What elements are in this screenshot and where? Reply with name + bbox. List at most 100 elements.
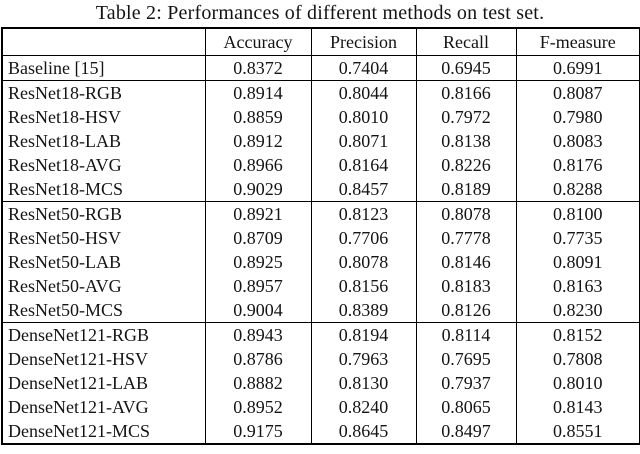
- recall-cell: 0.7695: [415, 347, 516, 371]
- recall-cell: 0.8065: [415, 395, 516, 419]
- f-measure-cell: 0.8551: [515, 419, 640, 444]
- method-cell: ResNet50-MCS: [8, 299, 124, 320]
- recall-cell: 0.8126: [415, 298, 516, 323]
- f-measure-cell: 0.7735: [515, 226, 640, 250]
- table-row: ResNet50-LAB 0.8925 0.8078 0.8146 0.8091: [2, 250, 640, 274]
- table-row: ResNet18-HSV 0.8859 0.8010 0.7972 0.7980: [2, 105, 640, 129]
- table-row: ResNet50-AVG 0.8957 0.8156 0.8183 0.8163: [2, 274, 640, 298]
- table-header-row: Accuracy Precision Recall F-measure: [2, 28, 640, 56]
- precision-cell: 0.8071: [310, 129, 416, 153]
- precision-cell: 0.7404: [310, 55, 416, 81]
- method-cell: ResNet50-HSV: [8, 227, 121, 248]
- recall-cell: 0.8497: [415, 419, 516, 444]
- table-row: ResNet18-AVG 0.8966 0.8164 0.8226 0.8176: [2, 153, 640, 177]
- header-accuracy: Accuracy: [204, 28, 311, 56]
- f-measure-cell: 0.8091: [515, 250, 640, 274]
- accuracy-cell: 0.8943: [204, 322, 311, 347]
- method-cell: ResNet18-MCS: [8, 178, 124, 199]
- table-row: DenseNet121-MCS 0.9175 0.8645 0.8497 0.8…: [2, 419, 640, 444]
- f-measure-cell: 0.8288: [515, 177, 640, 202]
- accuracy-cell: 0.8966: [204, 153, 311, 177]
- precision-cell: 0.8389: [310, 298, 416, 323]
- method-cell: DenseNet121-LAB: [8, 372, 148, 393]
- recall-cell: 0.8226: [415, 153, 516, 177]
- accuracy-cell: 0.9004: [204, 298, 311, 323]
- recall-cell: 0.8166: [415, 80, 516, 105]
- f-measure-cell: 0.7980: [515, 105, 640, 129]
- table-caption: Table 2: Performances of different metho…: [95, 2, 545, 24]
- method-cell: DenseNet121-AVG: [8, 396, 149, 417]
- precision-cell: 0.8078: [310, 250, 416, 274]
- recall-cell: 0.6945: [415, 55, 516, 81]
- precision-cell: 0.8164: [310, 153, 416, 177]
- method-cell: ResNet50-LAB: [8, 251, 121, 272]
- precision-cell: 0.8645: [310, 419, 416, 444]
- precision-cell: 0.8240: [310, 395, 416, 419]
- header-f-measure: F-measure: [515, 28, 640, 56]
- method-cell: ResNet18-HSV: [8, 106, 121, 127]
- precision-cell: 0.8130: [310, 371, 416, 395]
- precision-cell: 0.8010: [310, 105, 416, 129]
- f-measure-cell: 0.8176: [515, 153, 640, 177]
- precision-cell: 0.8457: [310, 177, 416, 202]
- accuracy-cell: 0.8709: [204, 226, 311, 250]
- precision-cell: 0.7963: [310, 347, 416, 371]
- f-measure-cell: 0.8100: [515, 201, 640, 226]
- recall-cell: 0.8138: [415, 129, 516, 153]
- method-cell: Baseline [15]: [8, 57, 105, 78]
- recall-cell: 0.8078: [415, 201, 516, 226]
- header-precision: Precision: [310, 28, 416, 56]
- table-row: Baseline [15] 0.8372 0.7404 0.6945 0.699…: [2, 55, 640, 81]
- accuracy-cell: 0.8957: [204, 274, 311, 298]
- precision-cell: 0.8123: [310, 201, 416, 226]
- accuracy-cell: 0.8882: [204, 371, 311, 395]
- method-cell: DenseNet121-MCS: [8, 420, 150, 441]
- recall-cell: 0.7937: [415, 371, 516, 395]
- table-row: ResNet50-HSV 0.8709 0.7706 0.7778 0.7735: [2, 226, 640, 250]
- f-measure-cell: 0.8230: [515, 298, 640, 323]
- accuracy-cell: 0.8912: [204, 129, 311, 153]
- recall-cell: 0.8183: [415, 274, 516, 298]
- results-table: Accuracy Precision Recall F-measure Base…: [1, 27, 640, 445]
- table-row: DenseNet121-RGB 0.8943 0.8194 0.8114 0.8…: [2, 322, 640, 347]
- precision-cell: 0.8194: [310, 322, 416, 347]
- accuracy-cell: 0.8372: [204, 55, 311, 81]
- method-cell: ResNet18-AVG: [8, 154, 122, 175]
- method-cell: ResNet50-AVG: [8, 275, 122, 296]
- accuracy-cell: 0.8859: [204, 105, 311, 129]
- method-cell: DenseNet121-RGB: [2, 322, 205, 347]
- table-row: DenseNet121-LAB 0.8882 0.8130 0.7937 0.8…: [2, 371, 640, 395]
- precision-cell: 0.8156: [310, 274, 416, 298]
- accuracy-cell: 0.8786: [204, 347, 311, 371]
- accuracy-cell: 0.8952: [204, 395, 311, 419]
- method-cell: DenseNet121-HSV: [8, 348, 148, 369]
- accuracy-cell: 0.8921: [204, 201, 311, 226]
- table-row: ResNet50-MCS 0.9004 0.8389 0.8126 0.8230: [2, 298, 640, 323]
- recall-cell: 0.7778: [415, 226, 516, 250]
- method-cell: ResNet18-LAB: [8, 130, 121, 151]
- header-recall: Recall: [415, 28, 516, 56]
- table-row: ResNet18-LAB 0.8912 0.8071 0.8138 0.8083: [2, 129, 640, 153]
- f-measure-cell: 0.6991: [515, 55, 640, 81]
- recall-cell: 0.8146: [415, 250, 516, 274]
- f-measure-cell: 0.7808: [515, 347, 640, 371]
- recall-cell: 0.7972: [415, 105, 516, 129]
- f-measure-cell: 0.8010: [515, 371, 640, 395]
- header-method: [2, 28, 205, 56]
- f-measure-cell: 0.8163: [515, 274, 640, 298]
- precision-cell: 0.8044: [310, 80, 416, 105]
- table-row: ResNet50-RGB 0.8921 0.8123 0.8078 0.8100: [2, 201, 640, 226]
- accuracy-cell: 0.9175: [204, 419, 311, 444]
- method-cell: ResNet18-RGB: [2, 80, 205, 105]
- f-measure-cell: 0.8143: [515, 395, 640, 419]
- method-cell: ResNet50-RGB: [2, 201, 205, 226]
- accuracy-cell: 0.9029: [204, 177, 311, 202]
- table-row: DenseNet121-AVG 0.8952 0.8240 0.8065 0.8…: [2, 395, 640, 419]
- accuracy-cell: 0.8925: [204, 250, 311, 274]
- f-measure-cell: 0.8087: [515, 80, 640, 105]
- f-measure-cell: 0.8152: [515, 322, 640, 347]
- table-row: ResNet18-MCS 0.9029 0.8457 0.8189 0.8288: [2, 177, 640, 202]
- table-row: ResNet18-RGB 0.8914 0.8044 0.8166 0.8087: [2, 80, 640, 105]
- accuracy-cell: 0.8914: [204, 80, 311, 105]
